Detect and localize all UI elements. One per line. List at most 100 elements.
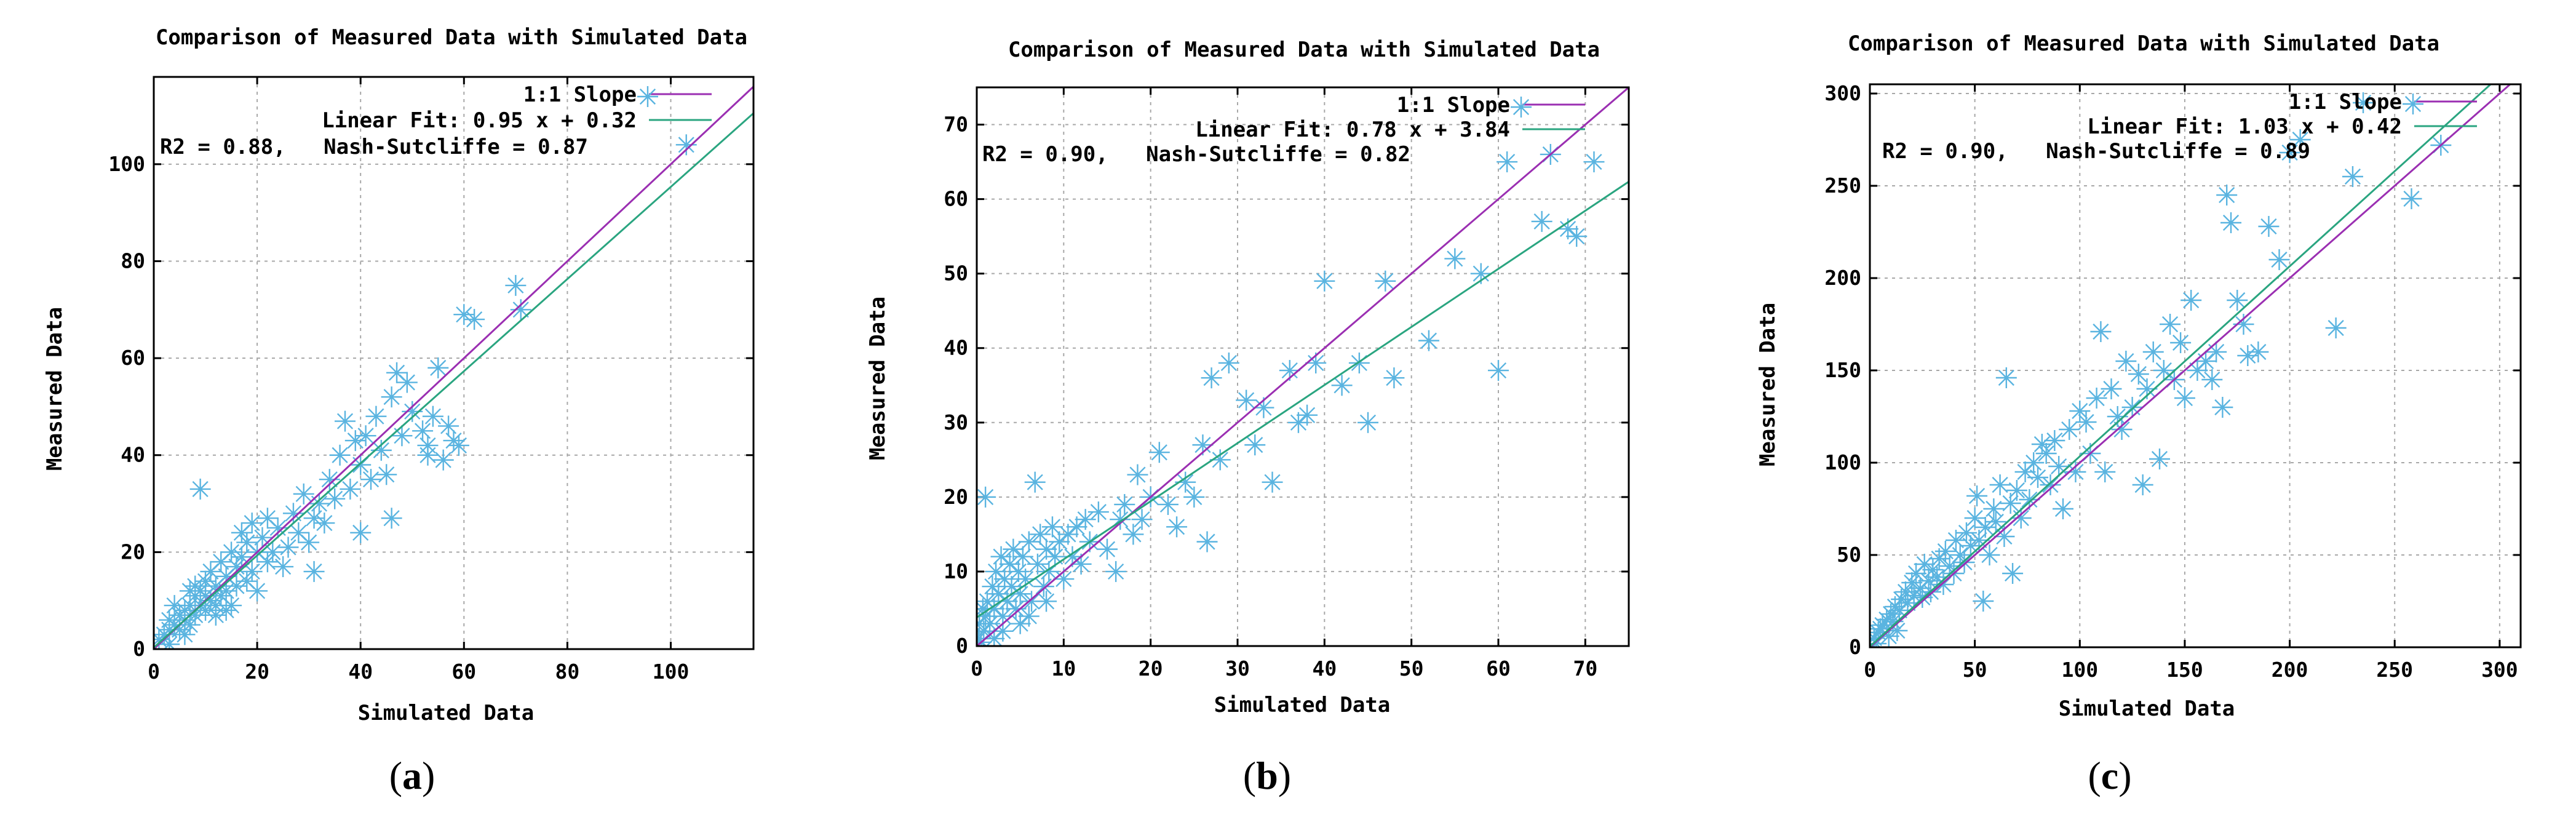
data-point: [2187, 360, 2208, 381]
data-point: [2094, 461, 2116, 482]
reference-lines: [977, 87, 1629, 646]
scatter-series: [154, 134, 697, 649]
y-tick-label: 40: [121, 443, 145, 467]
data-point: [1201, 367, 1222, 389]
data-point: [448, 434, 469, 456]
data-point: [1209, 449, 1231, 471]
reference-lines: [1870, 84, 2512, 647]
data-point: [1009, 613, 1031, 634]
y-tick-label: 20: [944, 485, 968, 509]
data-point: [2180, 290, 2202, 311]
data-point: [1966, 485, 1988, 506]
stats-text: R2 = 0.90, Nash-Sutcliffe = 0.82: [982, 142, 1410, 167]
data-point: [314, 513, 335, 534]
data-point: [1531, 210, 1552, 232]
data-point: [2227, 290, 2248, 311]
data-point: [990, 546, 1012, 567]
x-tick-label: 20: [1139, 656, 1163, 680]
data-point: [329, 444, 351, 466]
data-point: [1566, 226, 1588, 247]
y-axis-label: Measured Data: [865, 297, 890, 460]
y-tick-label: 70: [944, 113, 968, 137]
data-point: [1583, 151, 1605, 173]
data-point: [2069, 401, 2091, 421]
data-point: [1075, 509, 1096, 530]
data-point: [2149, 449, 2170, 469]
y-tick-label: 200: [1824, 266, 1861, 290]
panel-caption: (c): [2088, 754, 2131, 797]
x-tick-label: 50: [1963, 658, 1987, 682]
data-point: [2023, 452, 2045, 473]
data-point: [324, 488, 346, 509]
data-point: [277, 537, 299, 558]
legend-label-slope: 1:1 Slope: [2289, 90, 2402, 114]
y-tick-label: 30: [944, 410, 968, 434]
y-axis-label: Measured Data: [42, 307, 67, 471]
data-point: [1087, 501, 1109, 523]
x-tick-label: 300: [2481, 658, 2518, 682]
data-point: [2342, 166, 2363, 187]
x-tick-label: 150: [2166, 658, 2203, 682]
data-point: [2035, 443, 2057, 464]
data-point: [438, 415, 459, 437]
data-point: [1955, 522, 1977, 543]
data-point: [159, 634, 180, 649]
linear-fit-line: [977, 181, 1629, 618]
data-point: [977, 486, 996, 508]
plot-frame: [976, 86, 1630, 647]
legend-label-slope: 1:1 Slope: [523, 82, 637, 107]
data-point: [2111, 419, 2133, 440]
data-point: [1196, 531, 1218, 553]
data-point: [432, 449, 454, 471]
data-point: [2010, 508, 2032, 529]
data-point: [2142, 341, 2164, 362]
legend-marker-icon: [1511, 97, 1532, 118]
panel-c: Comparison of Measured Data with Simulat…: [1755, 31, 2522, 797]
y-tick-label: 250: [1824, 174, 1861, 198]
data-point: [396, 372, 418, 393]
plot-frame: [153, 76, 755, 650]
data-point: [319, 469, 340, 490]
x-tick-label: 100: [2061, 658, 2098, 682]
reference-lines: [154, 86, 753, 649]
scatter-series: [977, 143, 1605, 646]
one-to-one-line: [154, 86, 753, 649]
y-tick-label: 50: [944, 261, 968, 285]
data-point: [1497, 151, 1518, 173]
x-tick-label: 0: [148, 660, 160, 684]
data-point: [464, 309, 485, 330]
data-point: [2101, 378, 2122, 399]
data-point: [1297, 404, 1318, 426]
data-point: [2090, 321, 2112, 342]
scatter-series: [1870, 92, 2452, 647]
data-point: [2258, 216, 2280, 237]
data-point: [417, 444, 439, 466]
data-point: [505, 274, 527, 296]
data-point: [2195, 351, 2217, 372]
y-tick-label: 100: [108, 152, 145, 176]
data-point: [1097, 538, 1118, 560]
data-point: [298, 532, 320, 553]
stats-text: R2 = 0.88, Nash-Sutcliffe = 0.87: [160, 135, 588, 159]
chart-title: Comparison of Measured Data with Simulat…: [156, 25, 747, 50]
data-point: [1418, 330, 1439, 351]
data-point: [381, 508, 402, 529]
data-point: [2353, 92, 2374, 113]
x-tick-label: 60: [1486, 656, 1511, 680]
legend-label-fit: Linear Fit: 0.78 x + 3.84: [1195, 118, 1510, 142]
data-point: [334, 410, 356, 432]
data-point: [2153, 360, 2174, 381]
data-point: [2325, 317, 2347, 338]
x-tick-label: 40: [348, 660, 373, 684]
data-point: [1024, 471, 1046, 493]
data-point: [1262, 471, 1283, 493]
x-tick-label: 70: [1573, 656, 1597, 680]
data-point: [391, 425, 413, 447]
data-point: [247, 580, 268, 602]
data-point: [1127, 464, 1148, 485]
data-point: [1030, 524, 1051, 545]
data-point: [282, 503, 304, 524]
data-point: [2170, 332, 2192, 353]
x-tick-label: 20: [245, 660, 269, 684]
panel-caption: (a): [389, 754, 435, 797]
